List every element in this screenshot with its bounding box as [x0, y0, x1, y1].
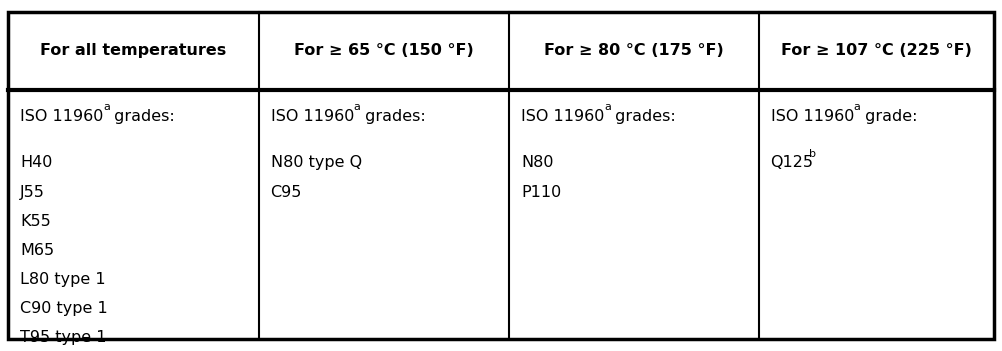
Text: K55: K55	[20, 214, 51, 229]
Text: For all temperatures: For all temperatures	[40, 44, 226, 58]
Text: L80 type 1: L80 type 1	[20, 272, 105, 287]
Text: N80 type Q: N80 type Q	[271, 155, 362, 171]
Text: N80: N80	[521, 155, 553, 171]
Text: C95: C95	[271, 185, 302, 200]
Text: T95 type 1: T95 type 1	[20, 330, 106, 345]
Text: C90 type 1: C90 type 1	[20, 301, 108, 316]
Text: b: b	[809, 149, 816, 159]
Text: Q125: Q125	[771, 155, 814, 171]
Text: ISO 11960: ISO 11960	[271, 109, 354, 124]
Text: For ≥ 80 °C (175 °F): For ≥ 80 °C (175 °F)	[544, 44, 723, 58]
Text: grades:: grades:	[109, 109, 175, 124]
Text: a: a	[854, 102, 861, 112]
Text: grades:: grades:	[360, 109, 426, 124]
Text: For ≥ 107 °C (225 °F): For ≥ 107 °C (225 °F)	[781, 44, 972, 58]
Text: J55: J55	[20, 185, 45, 200]
Text: a: a	[354, 102, 361, 112]
Text: a: a	[604, 102, 611, 112]
Text: grades:: grades:	[610, 109, 676, 124]
Text: grade:: grade:	[860, 109, 917, 124]
Text: For ≥ 65 °C (150 °F): For ≥ 65 °C (150 °F)	[294, 44, 474, 58]
Text: a: a	[103, 102, 110, 112]
Text: P110: P110	[521, 185, 561, 200]
Text: ISO 11960: ISO 11960	[771, 109, 854, 124]
Text: ISO 11960: ISO 11960	[521, 109, 604, 124]
Text: H40: H40	[20, 155, 52, 171]
Text: M65: M65	[20, 243, 54, 258]
Text: ISO 11960: ISO 11960	[20, 109, 103, 124]
